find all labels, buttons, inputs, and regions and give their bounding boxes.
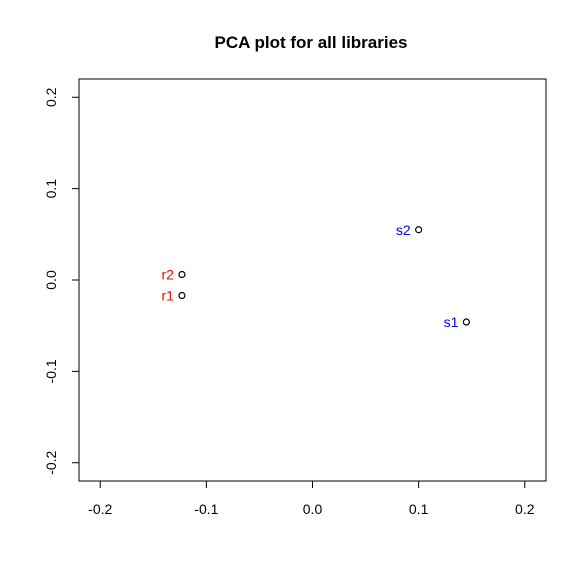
data-points: r2 r1 s2 s1 bbox=[161, 222, 470, 330]
x-tick-label: -0.1 bbox=[194, 501, 218, 517]
point-s1 bbox=[462, 318, 470, 326]
y-tick-label: 0.2 bbox=[43, 87, 59, 107]
x-tick-label: 0.0 bbox=[303, 501, 323, 517]
x-axis: -0.2 -0.1 0.0 0.1 0.2 bbox=[88, 480, 535, 517]
y-tick-label: 0.0 bbox=[43, 270, 59, 290]
chart-title: PCA plot for all libraries bbox=[214, 33, 407, 52]
point-label-s1: s1 bbox=[444, 314, 459, 330]
x-tick-label: 0.1 bbox=[409, 501, 429, 517]
plot-frame bbox=[78, 78, 547, 482]
x-tick-label: -0.2 bbox=[88, 501, 112, 517]
point-s2 bbox=[415, 226, 423, 234]
y-tick-label: -0.2 bbox=[43, 450, 59, 474]
x-tick-label: 0.2 bbox=[515, 501, 535, 517]
point-r2 bbox=[178, 270, 186, 279]
point-label-r2: r2 bbox=[161, 267, 174, 283]
point-label-r1: r1 bbox=[161, 288, 174, 304]
point-label-s2: s2 bbox=[396, 222, 411, 238]
y-tick-label: 0.1 bbox=[43, 179, 59, 199]
point-r1 bbox=[178, 291, 186, 300]
y-tick-label: -0.1 bbox=[43, 359, 59, 383]
y-axis: -0.2 -0.1 0.0 0.1 0.2 bbox=[43, 87, 80, 475]
